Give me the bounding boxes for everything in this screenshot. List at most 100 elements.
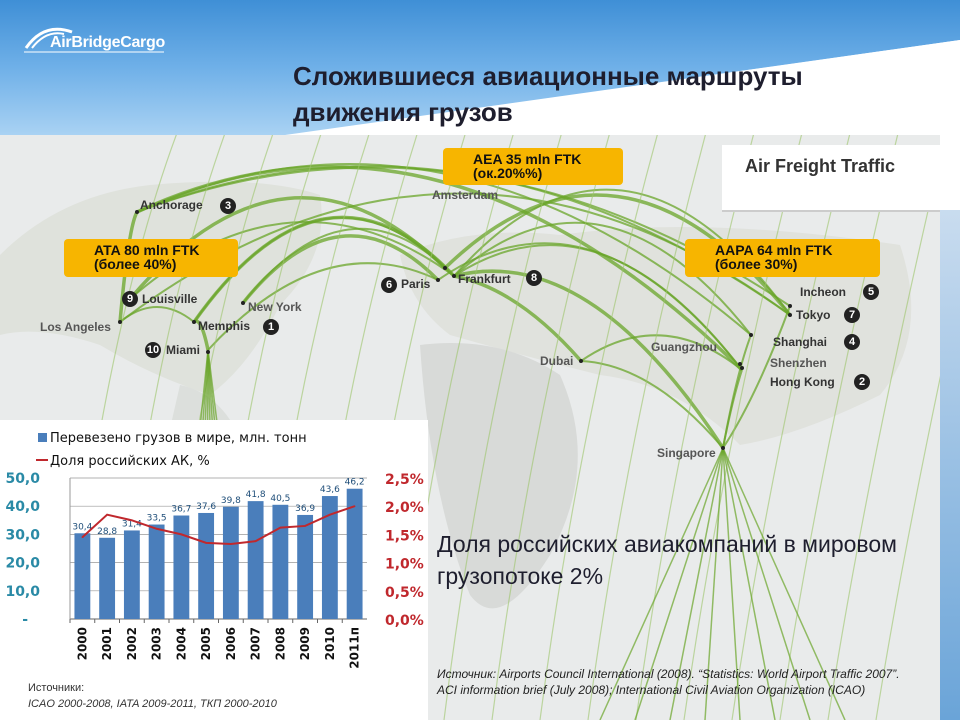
city-dot-icon [738,362,742,366]
callout-line: ATA 80 mln FTK [94,242,200,258]
y-tick-label: 50,0 [5,471,40,487]
y-tick-label: 30,0 [5,527,40,543]
x-tick-label: 2003 [150,627,164,660]
city-rank-badge: 9 [122,291,138,307]
city-label: Shenzhen [770,356,827,370]
route-line [875,375,940,720]
share-point [304,525,306,527]
y2-tick-label: 2,0% [385,500,424,516]
bar [297,514,314,619]
x-tick-label: 2008 [273,627,287,660]
city-dot-icon [206,350,210,354]
share-point [353,505,356,507]
y2-tick-label: 0,0% [385,613,424,629]
y2-tick-label: 0,5% [385,585,424,601]
city-rank-badge: 8 [526,270,542,286]
route-line [136,165,744,372]
city-rank-badge: 7 [844,307,860,323]
cargo-chart: Перевезено грузов в мире, млн. тонн Доля … [0,420,428,720]
city-rank-badge: 10 [145,342,161,358]
y2-tick-label: 1,0% [385,557,424,573]
legend-bar-swatch [38,433,47,442]
city-dot-icon [788,304,792,308]
x-tick-label: 2011п [348,627,362,669]
city-label: Anchorage [140,198,203,212]
city-rank-badge: 5 [863,284,879,300]
city-label: Guangzhou [651,340,717,354]
logo-text: AirBridgeCargo [50,34,165,51]
x-tick-label: 2007 [249,627,263,660]
sources-heading: Источники: [28,682,85,694]
callout-aea: AEA 35 mln FTK (ок.20%%) [443,148,623,185]
russian-share-statement: Доля российских авиакомпаний в мировом г… [437,531,897,589]
share-line [81,505,355,545]
bar [148,524,165,619]
share-point [230,543,232,545]
city-dot-icon [579,359,583,363]
share-point [106,513,108,516]
bar-data-label: 46,2 [345,478,365,488]
x-tick-label: 2010 [323,627,337,660]
map-legend-title: Air Freight Traffic [745,156,896,176]
city-dot-icon [241,301,245,305]
city-label: Tokyo [796,308,831,322]
route-line [539,135,658,720]
city-label: Los Angeles [40,320,111,334]
route-line [704,447,724,720]
bar [247,501,264,619]
city-label: Louisville [142,292,198,306]
bar-data-label: 30,4 [72,522,92,532]
city-label: Shanghai [773,335,828,349]
x-tick-label: 2004 [174,627,188,660]
x-tick-label: 2009 [298,627,312,660]
bar [74,533,91,619]
bar [123,530,140,619]
x-tick-label: 2006 [224,627,238,660]
bar [346,488,363,619]
route-line [207,262,439,351]
bar-data-label: 36,7 [171,505,191,515]
city-rank-badge: 4 [844,334,860,350]
bar [272,504,289,619]
route-line [779,135,899,720]
route-line [722,334,752,449]
city-dot-icon [749,333,753,337]
sources-text: ICAO 2000-2008, IATA 2009-2011, ТКП 2000… [28,698,277,710]
legend-line-label: Доля российских АК, % [50,454,210,469]
route-line [443,135,562,720]
y-tick-label: 40,0 [5,499,40,515]
landmass [420,343,578,609]
city-rank-badge: 1 [263,319,279,335]
city-dot-icon [118,320,122,324]
bar [173,515,190,619]
x-tick-label: 2001 [100,627,114,660]
callout-aapa: AAPA 64 mln FTK (более 30%) [685,239,880,277]
route-line [722,447,811,720]
landmass [0,181,322,395]
city-dot-icon [740,366,744,370]
city-dot-icon [788,313,792,317]
share-point [329,513,331,516]
chart-svg: Перевезено грузов в мире, млн. тонн Доля … [5,431,424,669]
route-line [722,447,741,720]
callout-line: AAPA 64 mln FTK [715,242,833,258]
bar [99,537,116,619]
city-dot-icon [452,274,456,278]
bar-data-label: 37,6 [196,502,216,512]
city-rank-badge: 6 [381,277,397,293]
map-legend-box: Air Freight Traffic [722,145,940,212]
route-line [580,334,743,371]
bar-data-label: 36,9 [295,504,315,514]
x-tick-label: 2002 [125,627,139,660]
city-rank-badge: 2 [854,374,870,390]
x-tick-label: 2005 [199,627,213,660]
bar [321,496,338,619]
city-label: Hong Kong [770,375,835,389]
logo-arch-icon [24,27,164,53]
bar-data-label: 43,6 [320,485,340,495]
bar-data-label: 28,8 [97,527,117,537]
city-dot-icon [135,210,139,214]
route-line [683,135,803,720]
city-label: Singapore [657,446,716,460]
share-point [155,527,158,530]
